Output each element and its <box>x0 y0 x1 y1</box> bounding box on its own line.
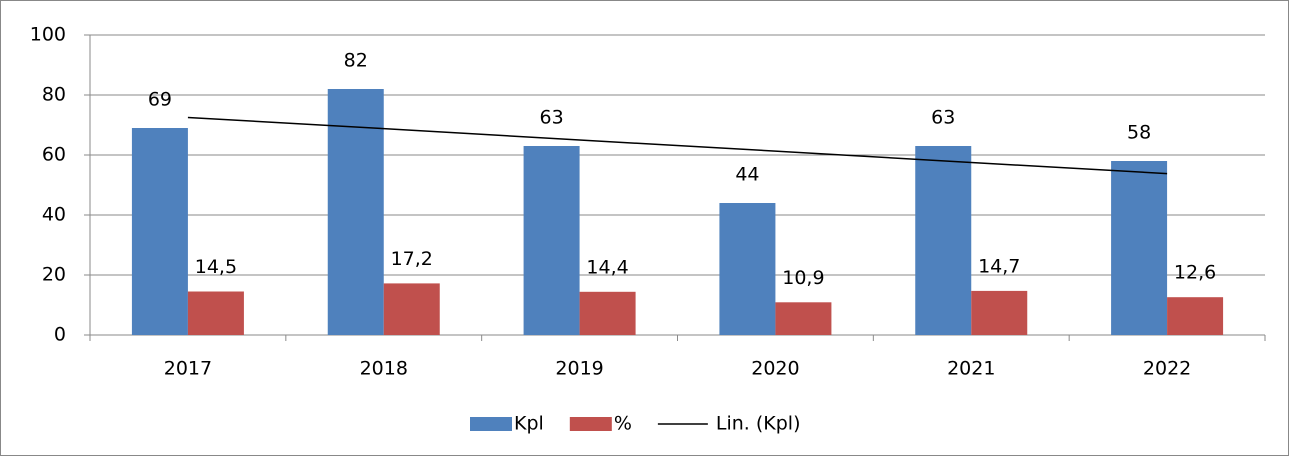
data-label: 14,5 <box>195 256 237 278</box>
data-label: 12,6 <box>1174 262 1216 284</box>
bar <box>1111 161 1168 335</box>
bar <box>579 291 636 335</box>
bar <box>915 146 972 335</box>
data-label: 14,7 <box>978 255 1020 277</box>
data-label: 10,9 <box>782 267 824 289</box>
legend-label: Kpl <box>514 413 544 435</box>
y-tick-label: 40 <box>42 204 66 226</box>
y-tick-label: 60 <box>42 144 66 166</box>
bar <box>971 290 1028 335</box>
bar <box>131 128 188 335</box>
x-tick-label: 2022 <box>1143 358 1191 380</box>
legend-swatch <box>470 417 512 431</box>
data-label: 69 <box>148 89 172 111</box>
x-tick-label: 2017 <box>164 358 212 380</box>
data-label: 82 <box>344 50 368 72</box>
data-label: 63 <box>931 107 955 129</box>
y-tick-label: 20 <box>42 264 66 286</box>
bar <box>383 283 440 335</box>
y-tick-label: 80 <box>42 84 66 106</box>
bar <box>327 89 384 335</box>
y-tick-label: 100 <box>30 24 66 46</box>
legend-label: % <box>614 413 632 435</box>
data-label: 63 <box>539 107 563 129</box>
legend-label: Lin. (Kpl) <box>716 413 801 435</box>
y-tick-label: 0 <box>54 324 66 346</box>
data-label: 17,2 <box>391 248 433 270</box>
x-tick-label: 2018 <box>360 358 408 380</box>
bar <box>187 291 244 335</box>
x-tick-label: 2021 <box>947 358 995 380</box>
bar <box>719 203 776 335</box>
bar <box>523 146 580 335</box>
x-tick-label: 2019 <box>555 358 603 380</box>
x-tick-label: 2020 <box>751 358 799 380</box>
bar <box>775 302 832 335</box>
data-label: 44 <box>735 164 759 186</box>
data-label: 58 <box>1127 122 1151 144</box>
bar <box>1167 297 1224 335</box>
trend-line <box>187 116 1168 175</box>
data-label: 14,4 <box>586 256 628 278</box>
legend-swatch <box>569 417 612 431</box>
